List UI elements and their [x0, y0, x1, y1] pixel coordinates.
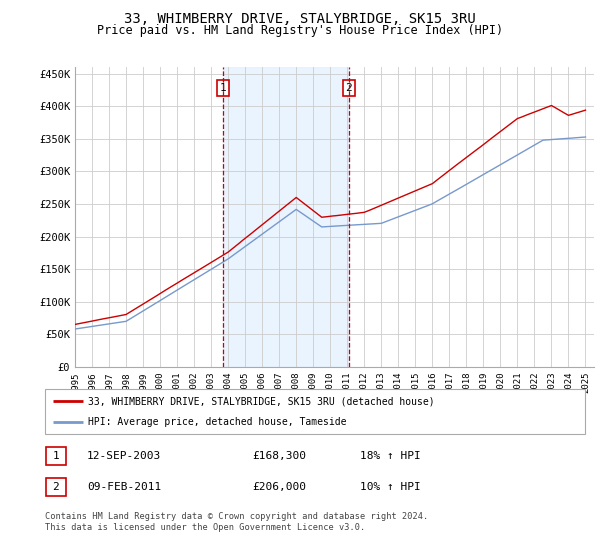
- Bar: [223, 67, 349, 367]
- Text: 09-FEB-2011: 09-FEB-2011: [87, 482, 161, 492]
- Text: 10% ↑ HPI: 10% ↑ HPI: [360, 482, 421, 492]
- Text: £206,000: £206,000: [252, 482, 306, 492]
- Text: 1: 1: [52, 451, 59, 461]
- Text: £168,300: £168,300: [252, 451, 306, 461]
- Text: 33, WHIMBERRY DRIVE, STALYBRIDGE, SK15 3RU (detached house): 33, WHIMBERRY DRIVE, STALYBRIDGE, SK15 3…: [88, 396, 435, 407]
- Text: 1: 1: [220, 83, 226, 93]
- Text: 2: 2: [52, 482, 59, 492]
- Text: 33, WHIMBERRY DRIVE, STALYBRIDGE, SK15 3RU: 33, WHIMBERRY DRIVE, STALYBRIDGE, SK15 3…: [124, 12, 476, 26]
- Text: 2: 2: [346, 83, 352, 93]
- Text: Contains HM Land Registry data © Crown copyright and database right 2024.
This d: Contains HM Land Registry data © Crown c…: [45, 512, 428, 532]
- Text: 12-SEP-2003: 12-SEP-2003: [87, 451, 161, 461]
- Text: Price paid vs. HM Land Registry's House Price Index (HPI): Price paid vs. HM Land Registry's House …: [97, 24, 503, 37]
- Text: HPI: Average price, detached house, Tameside: HPI: Average price, detached house, Tame…: [88, 417, 347, 427]
- Text: 18% ↑ HPI: 18% ↑ HPI: [360, 451, 421, 461]
